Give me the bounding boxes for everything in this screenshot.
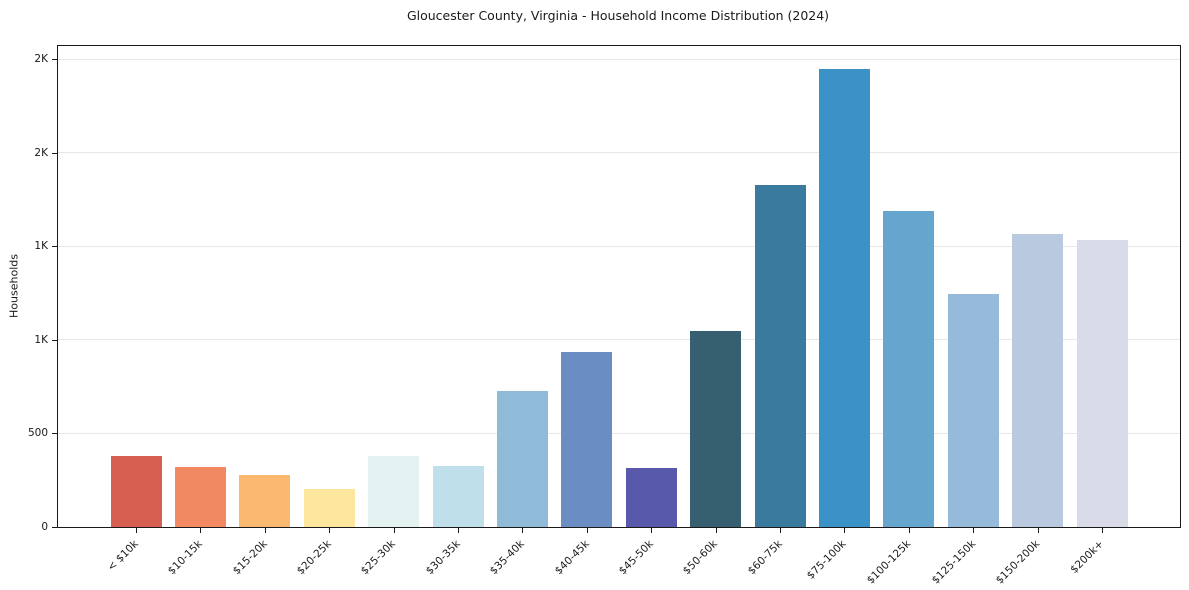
x-tick-mark bbox=[715, 528, 717, 533]
x-tick-label: $15-20k bbox=[230, 538, 270, 578]
bar-$40-45k bbox=[561, 352, 613, 527]
bar-$30-35k bbox=[432, 466, 484, 527]
bar-$60-75k bbox=[754, 184, 806, 527]
y-tick-mark bbox=[52, 152, 57, 154]
y-tick-label: 0 bbox=[41, 521, 48, 533]
x-tick-mark bbox=[458, 528, 459, 533]
x-tick-mark bbox=[329, 528, 331, 533]
y-tick-label: 2K bbox=[34, 53, 48, 66]
x-tick-label: $40-45k bbox=[552, 538, 592, 578]
y-tick-mark bbox=[52, 59, 57, 61]
x-tick-mark bbox=[200, 528, 202, 533]
bar-$25-30k bbox=[368, 456, 420, 527]
y-tick-label: 500 bbox=[27, 427, 48, 440]
bar-$100-125k bbox=[883, 211, 935, 527]
x-tick-mark bbox=[522, 528, 524, 533]
y-tick-label: 1K bbox=[34, 240, 48, 253]
bar-< $10k bbox=[110, 455, 162, 527]
x-tick-label: $35-40k bbox=[487, 538, 527, 578]
bar-$15-20k bbox=[239, 474, 291, 527]
x-tick-mark bbox=[651, 528, 653, 533]
y-tick-label: 2K bbox=[34, 146, 48, 159]
gridline bbox=[58, 339, 1180, 341]
bar-$150-200k bbox=[1012, 233, 1064, 527]
bar-$20-25k bbox=[303, 489, 355, 527]
bar-$125-150k bbox=[947, 294, 999, 527]
x-tick-mark bbox=[393, 528, 395, 533]
x-tick-label: $20-25k bbox=[294, 538, 334, 578]
x-tick-mark bbox=[586, 528, 588, 533]
x-tick-label: $25-30k bbox=[359, 538, 399, 578]
x-tick-label: $10-15k bbox=[165, 538, 205, 578]
x-tick-mark bbox=[1037, 528, 1039, 533]
y-tick-mark bbox=[52, 433, 57, 435]
x-tick-label: < $10k bbox=[104, 538, 141, 574]
x-tick-label: $100-125k bbox=[864, 538, 914, 587]
bar-$75-100k bbox=[818, 69, 870, 527]
gridline bbox=[58, 58, 1180, 60]
x-tick-label: $45-50k bbox=[616, 538, 656, 578]
y-axis-label: Households bbox=[7, 254, 21, 318]
bar-$35-40k bbox=[496, 391, 548, 527]
plot-area bbox=[57, 45, 1181, 528]
x-tick-mark bbox=[1102, 528, 1103, 533]
x-tick-mark bbox=[780, 528, 781, 533]
x-tick-label: $150-200k bbox=[993, 538, 1043, 587]
x-tick-label: $200k+ bbox=[1068, 538, 1107, 576]
bar-$45-50k bbox=[625, 468, 677, 527]
bar-$200k+ bbox=[1076, 239, 1128, 527]
y-tick-mark bbox=[52, 527, 57, 528]
y-tick-label: 1K bbox=[34, 333, 48, 346]
x-tick-mark bbox=[136, 528, 137, 533]
x-tick-mark bbox=[264, 528, 266, 533]
gridline bbox=[58, 432, 1180, 434]
x-tick-label: $75-100k bbox=[805, 538, 849, 582]
x-tick-mark bbox=[973, 528, 975, 533]
x-tick-label: $50-60k bbox=[681, 538, 721, 578]
bar-$50-60k bbox=[690, 330, 742, 527]
chart-title: Gloucester County, Virginia - Household … bbox=[406, 8, 830, 23]
x-tick-label: $125-150k bbox=[929, 538, 978, 587]
bar-$10-15k bbox=[174, 467, 226, 527]
y-tick-mark bbox=[52, 339, 57, 341]
y-tick-mark bbox=[52, 246, 57, 248]
x-tick-mark bbox=[844, 528, 846, 533]
gridline bbox=[58, 152, 1180, 154]
x-tick-label: $60-75k bbox=[745, 538, 785, 578]
gridline bbox=[58, 245, 1180, 247]
x-tick-mark bbox=[908, 528, 910, 533]
x-tick-label: $30-35k bbox=[423, 538, 463, 578]
